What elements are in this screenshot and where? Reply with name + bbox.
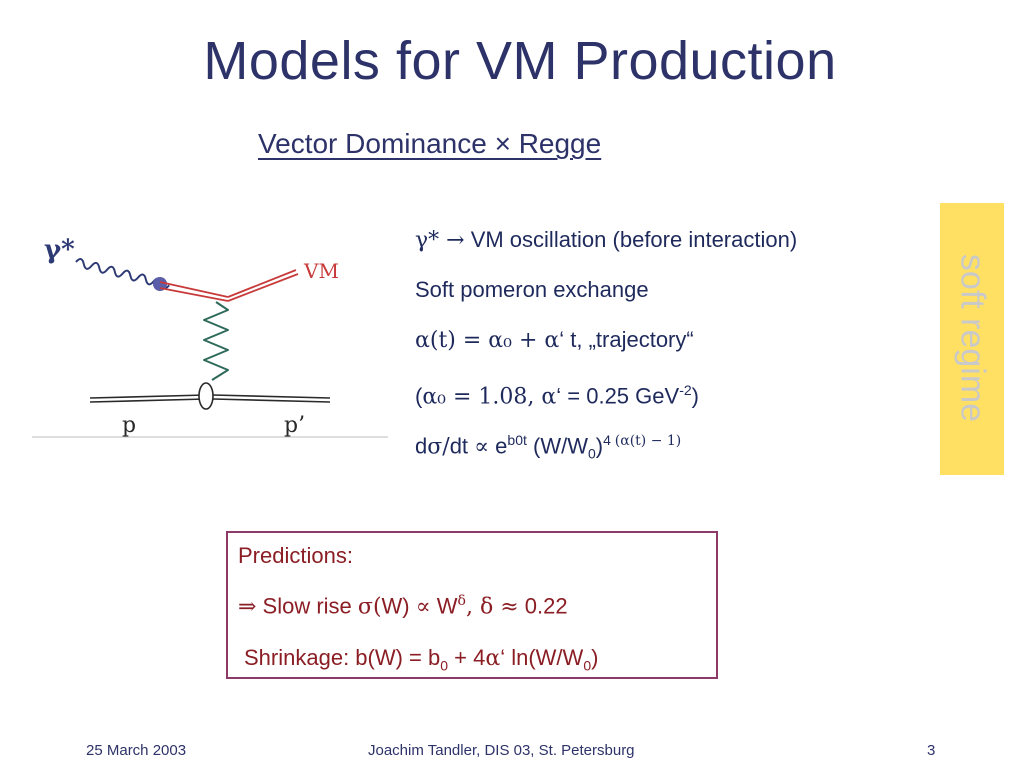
slide-subtitle: Vector Dominance × Regge xyxy=(258,128,602,159)
delta-symbol: δ xyxy=(479,594,494,620)
paren-open: ( xyxy=(415,383,423,409)
model-bullets: γ* → VM oscillation (before interaction)… xyxy=(415,224,797,474)
approx-symbol: ≈ xyxy=(493,594,519,620)
sigma-symbol: σ( xyxy=(357,594,382,620)
bullet-text: ‘ t, „trajectory“ xyxy=(559,327,694,352)
pprime-label: p’ xyxy=(284,413,305,438)
alpha-symbol: α xyxy=(485,646,501,671)
e-text: e xyxy=(489,433,508,459)
footer-date: 25 March 2003 xyxy=(86,742,187,759)
delta-exponent: δ xyxy=(457,593,466,609)
subscript: 0 xyxy=(583,657,592,674)
implies-arrow-icon: ⇒ xyxy=(238,594,257,620)
proton-vertex-blob xyxy=(198,382,214,410)
feynman-diagram: γ* VM p p’ xyxy=(32,235,388,438)
close-paren: ) xyxy=(595,433,604,459)
proportional-symbol: ∝ xyxy=(474,434,490,460)
vm-line-a xyxy=(159,281,229,298)
bullet-soft-pomeron: Soft pomeron exchange xyxy=(415,274,797,324)
vm-label: VM xyxy=(303,259,339,283)
close-paren: ) xyxy=(591,645,599,670)
prediction-shrinkage: Shrinkage: b(W) = b0 + 4α‘ ln(W/W0) xyxy=(244,645,598,673)
soft-regime-tag xyxy=(940,203,1004,475)
exponent: b0t xyxy=(507,432,527,448)
soft-regime-label: soft regime xyxy=(953,253,992,423)
proton-line-a xyxy=(89,394,207,399)
gamma-arrow-symbol: γ* → xyxy=(415,228,465,253)
plus-text: + 4 xyxy=(448,645,486,670)
ln-text: ‘ ln(W/W xyxy=(500,645,584,670)
w-text: W xyxy=(430,593,458,619)
footer-page-number: 3 xyxy=(927,742,936,759)
proton-out-line-b xyxy=(212,398,331,403)
proportional-symbol: ∝ xyxy=(415,594,431,620)
sigma-symbol: σ/ xyxy=(427,434,450,460)
p-label: p xyxy=(122,413,136,438)
slide-title: Models for VM Production xyxy=(203,31,837,91)
alpha0-formula: α₀ = 1.08, α xyxy=(422,384,557,410)
exponent: -2 xyxy=(679,382,692,398)
predictions-heading: Predictions: xyxy=(238,543,353,568)
trajectory-formula: α(t) = α₀ + α xyxy=(415,328,560,353)
photon-vertex xyxy=(153,277,167,291)
footer-author: Joachim Tandler, DIS 03, St. Petersburg xyxy=(368,742,635,759)
delta-value: 0.22 xyxy=(518,593,568,619)
w-text: W) xyxy=(381,593,416,619)
w-text: (W/W xyxy=(526,433,588,459)
prediction-text: Slow rise xyxy=(256,593,358,619)
prediction-slow-rise: ⇒ Slow rise σ(W) ∝ Wδ, δ ≈ 0.22 xyxy=(238,593,568,619)
vm-line-c xyxy=(227,269,297,298)
subscript: 0 xyxy=(587,445,596,462)
shrinkage-text: Shrinkage: b(W) = b xyxy=(244,645,441,670)
exponent-formula: (α(t) − 1) xyxy=(614,433,682,449)
bullet-vm-oscillation: γ* → VM oscillation (before interaction) xyxy=(415,224,797,274)
subscript: 0 xyxy=(440,657,449,674)
vm-line-b xyxy=(159,287,229,302)
bullet-trajectory: α(t) = α₀ + α‘ t, „trajectory“ xyxy=(415,324,797,374)
bullet-parameters: (α₀ = 1.08, α‘ = 0.25 GeV-2) xyxy=(415,374,797,424)
proton-line-b xyxy=(89,398,207,403)
bullet-cross-section: dσ/dt ∝ eb0t (W/W0)4 (α(t) − 1) xyxy=(415,424,797,474)
gamma-star-label: γ* xyxy=(44,235,75,265)
vm-line-d xyxy=(227,273,299,302)
d-text: d xyxy=(415,433,428,459)
bullet-text: ‘ = 0.25 GeV xyxy=(556,383,680,409)
bullet-text: VM oscillation (before interaction) xyxy=(464,227,798,252)
dt-text: dt xyxy=(449,433,475,459)
predictions-box: Predictions: ⇒ Slow rise σ(W) ∝ Wδ, δ ≈ … xyxy=(226,531,718,679)
comma: , xyxy=(465,594,480,620)
bullet-text: Soft pomeron exchange xyxy=(415,277,649,302)
paren-close: ) xyxy=(691,383,699,409)
exponent: 4 xyxy=(603,432,615,448)
pomeron-zigzag xyxy=(203,301,229,381)
proton-out-line-a xyxy=(212,394,331,399)
